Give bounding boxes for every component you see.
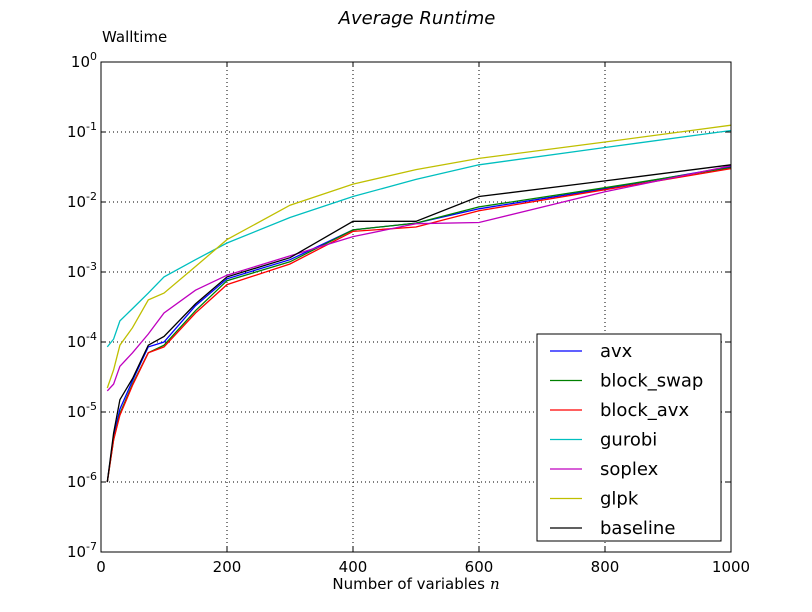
series-line-gurobi	[106, 129, 732, 348]
y-tick-labels: 10-7 10-6 10-5 10-4 10-3 10-2 10-1 100	[67, 50, 97, 561]
y-tick-label: 10-7	[67, 540, 97, 561]
y-axis-label: Walltime	[102, 28, 167, 46]
series-line-block-avx	[106, 167, 732, 483]
x-tick-labels: 0 200 400 600 800 1000	[96, 558, 750, 576]
x-tick-label: 1000	[712, 558, 750, 576]
series-lines	[106, 124, 732, 483]
axis-ticks	[100, 61, 732, 553]
legend-label-glpk: glpk	[600, 489, 639, 510]
y-tick-label: 10-5	[67, 400, 97, 421]
series-line-baseline	[106, 164, 732, 483]
x-axis-label-variable: n	[490, 575, 500, 593]
legend-box	[536, 333, 722, 542]
series-line-avx	[106, 165, 732, 483]
x-tick-label: 800	[591, 558, 620, 576]
y-tick-label: 10-1	[67, 120, 97, 141]
x-axis-label-text: Number of variables	[332, 575, 485, 593]
series-line-glpk	[106, 124, 732, 389]
y-tick-label: 10-6	[67, 470, 97, 491]
series-line-soplex	[106, 165, 732, 392]
legend-label-soplex: soplex	[600, 459, 659, 480]
x-axis-label: Number of variables n	[332, 575, 499, 593]
legend-label-gurobi: gurobi	[600, 430, 657, 451]
chart-title: Average Runtime	[338, 8, 496, 29]
x-tick-label: 200	[213, 558, 242, 576]
legend-label-block-avx: block_avx	[600, 400, 689, 421]
legend-label-baseline: baseline	[600, 518, 675, 539]
legend-label-avx: avx	[600, 341, 633, 362]
y-tick-label: 10-3	[67, 260, 97, 281]
legend-label-block-swap: block_swap	[600, 371, 703, 392]
y-tick-label: 10-2	[67, 190, 97, 211]
plot-frame	[100, 61, 732, 553]
y-tick-label: 10-4	[67, 330, 97, 351]
y-tick-label: 100	[71, 50, 97, 71]
x-tick-label: 400	[339, 558, 368, 576]
x-tick-label: 0	[96, 558, 106, 576]
x-tick-label: 600	[465, 558, 494, 576]
